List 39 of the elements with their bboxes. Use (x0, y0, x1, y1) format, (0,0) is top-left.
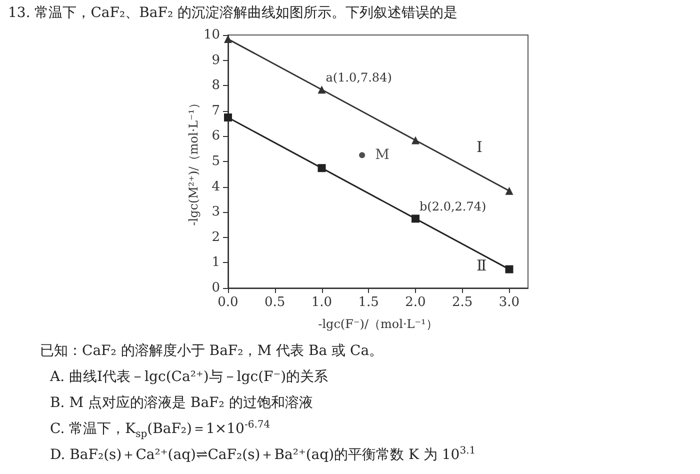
point (318, 164, 326, 172)
point (505, 186, 514, 195)
point (412, 214, 420, 223)
y-tick-label: 3 (212, 204, 220, 220)
text: C. 常温下，K$_{sp}$(BaF₂)＝1×10$^{-6.74}$ (49, 418, 272, 442)
x-tick-label: 3.0 (498, 295, 520, 310)
x-axis-title: -lgc(F⁻)/（mol·L⁻¹） (318, 317, 438, 331)
point (318, 86, 326, 94)
x-tick-label: 1.5 (358, 295, 379, 310)
y-tick-label: 10 (203, 28, 220, 42)
text: D. BaF₂(s)＋Ca²⁺(aq)⇌CaF₂(s)＋Ba²⁺(aq)的平衡常数 K 为 10$^{3.1}$ (49, 444, 476, 465)
y-tick-label: 6 (212, 128, 220, 144)
y-tick-label: 5 (212, 154, 220, 169)
point (359, 152, 366, 158)
y-tick-label: 7 (212, 103, 220, 118)
point (505, 265, 514, 274)
x-tick-label: 0.5 (264, 295, 286, 310)
y-tick-label: 4 (212, 179, 220, 194)
y-tick-label: 9 (212, 52, 220, 68)
y-tick-label: 1 (212, 255, 220, 270)
y-tick-label: 8 (212, 78, 220, 94)
chart-title: 13. 常温下，CaF₂、BaF₂ 的沉淀溶解曲线如图所示。下列叙述错误的是 (8, 4, 458, 22)
annotation: b(2.0,2.74) (420, 200, 486, 214)
y-axis-title: -lgc(M²⁺)/（mol·L⁻¹） (186, 97, 201, 226)
series-label: Ⅰ (476, 138, 482, 156)
point (412, 136, 420, 144)
text: 已知：CaF₂ 的溶解度小于 BaF₂，M 代表 Ba 或 Ca。 (40, 342, 384, 361)
annotation: a(1.0,7.84) (326, 70, 392, 85)
x-tick-label: 0.0 (218, 295, 238, 310)
y-tick-label: 2 (212, 230, 220, 245)
y-tick-label: 0 (212, 280, 220, 296)
x-tick-label: 1.0 (311, 295, 332, 310)
x-tick-label: 2.0 (405, 295, 426, 310)
series-label: M (375, 147, 390, 164)
point (224, 113, 232, 122)
x-tick-label: 2.5 (452, 295, 473, 310)
series-label: Ⅱ (476, 256, 487, 274)
text: B. M 点对应的溶液是 BaF₂ 的过饱和溶液 (49, 394, 314, 413)
text: A. 曲线Ⅰ代表－lgc(Ca²⁺)与－lgc(F⁻)的关系 (48, 368, 330, 387)
